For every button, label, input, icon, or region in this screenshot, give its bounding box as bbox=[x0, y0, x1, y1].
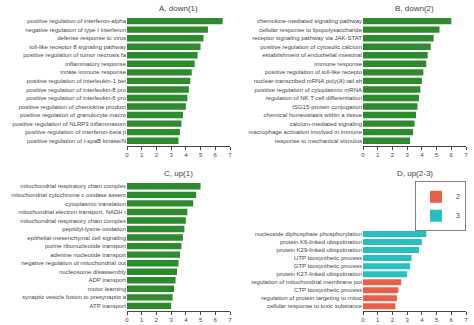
svg-text:3: 3 bbox=[456, 212, 460, 219]
svg-text:5: 5 bbox=[199, 317, 203, 323]
svg-text:positive regulation of interfe: positive regulation of interferon-alpha bbox=[27, 18, 126, 24]
svg-text:macrophage activation involved: macrophage activation involved in immune bbox=[249, 129, 363, 135]
svg-text:peptidyl-lysine oxidation: peptidyl-lysine oxidation bbox=[62, 226, 126, 232]
svg-text:A, down(1): A, down(1) bbox=[159, 4, 198, 13]
svg-text:protein K27-linked ubiquitinat: protein K27-linked ubiquitination bbox=[277, 271, 362, 277]
svg-text:positive regulation of tumor n: positive regulation of tumor necrosis fa bbox=[23, 52, 126, 58]
svg-text:6: 6 bbox=[450, 152, 454, 158]
svg-text:innate immune response: innate immune response bbox=[60, 69, 126, 75]
svg-text:5: 5 bbox=[435, 317, 439, 323]
svg-text:1: 1 bbox=[140, 152, 144, 158]
svg-text:5: 5 bbox=[199, 152, 203, 158]
svg-text:7: 7 bbox=[228, 152, 232, 158]
svg-text:3: 3 bbox=[169, 317, 173, 323]
svg-text:4: 4 bbox=[184, 317, 188, 323]
svg-text:6: 6 bbox=[450, 317, 454, 323]
svg-text:7: 7 bbox=[464, 317, 468, 323]
svg-text:0: 0 bbox=[125, 317, 129, 323]
svg-text:purine ribonucleotide transpor: purine ribonucleotide transport bbox=[45, 243, 126, 249]
svg-text:ISG15-protein conjugation: ISG15-protein conjugation bbox=[292, 104, 362, 110]
svg-text:D, up(2-3): D, up(2-3) bbox=[397, 169, 433, 178]
svg-text:C, up(1): C, up(1) bbox=[164, 169, 193, 178]
svg-text:establishment of endothelial i: establishment of endothelial intestinal bbox=[262, 52, 362, 58]
svg-text:immune response: immune response bbox=[314, 61, 362, 67]
svg-text:3: 3 bbox=[405, 152, 409, 158]
svg-text:2: 2 bbox=[155, 152, 159, 158]
svg-text:positive regulation of cytopla: positive regulation of cytoplasmic mRNA bbox=[255, 87, 362, 93]
svg-text:4: 4 bbox=[184, 152, 188, 158]
svg-text:2: 2 bbox=[456, 193, 460, 200]
svg-text:ATP transport: ATP transport bbox=[90, 303, 127, 309]
svg-text:7: 7 bbox=[228, 317, 232, 323]
svg-text:epithelial-mesenchymal cell si: epithelial-mesenchymal cell signaling bbox=[27, 235, 126, 241]
svg-text:ADP transport: ADP transport bbox=[88, 277, 126, 283]
svg-text:negative regulation of mitocho: negative regulation of mitochondrial out bbox=[21, 260, 126, 266]
svg-text:UTP biosynthetic process: UTP biosynthetic process bbox=[294, 255, 362, 261]
svg-text:GTP biosynthetic process: GTP biosynthetic process bbox=[294, 263, 362, 269]
svg-text:5: 5 bbox=[435, 152, 439, 158]
svg-text:CTP biosynthetic process: CTP biosynthetic process bbox=[294, 287, 362, 293]
svg-text:0: 0 bbox=[361, 152, 365, 158]
svg-text:chemical homeostasis within a: chemical homeostasis within a tissue bbox=[264, 112, 363, 118]
svg-text:7: 7 bbox=[464, 152, 468, 158]
svg-text:1: 1 bbox=[376, 152, 380, 158]
svg-text:positive regulation of I-κpaB: positive regulation of I-κpaB kinase/N bbox=[27, 138, 126, 144]
svg-text:protein K6-linked ubiquitinati: protein K6-linked ubiquitination bbox=[280, 239, 362, 245]
svg-text:chemokine-mediated signaling p: chemokine-mediated signaling pathway bbox=[257, 18, 362, 24]
svg-text:positive regulation of interfe: positive regulation of interferon-beta p bbox=[25, 129, 126, 135]
svg-text:0: 0 bbox=[361, 317, 365, 323]
svg-text:adenine nucleotide transport: adenine nucleotide transport bbox=[50, 252, 126, 258]
svg-text:nuclear-transcribed mRNA poly(: nuclear-transcribed mRNA poly(A) tail sh bbox=[254, 78, 362, 84]
svg-text:regulation of protein targetin: regulation of protein targeting to mitoc bbox=[261, 295, 362, 301]
svg-text:defense response to virus: defense response to virus bbox=[57, 35, 126, 41]
svg-text:receptor signaling pathway via: receptor signaling pathway via JAK-STAT bbox=[252, 35, 362, 41]
svg-text:calcium-mediated signaling: calcium-mediated signaling bbox=[290, 121, 362, 127]
svg-text:positive regulation of cytosol: positive regulation of cytosolic calcium bbox=[260, 44, 362, 50]
svg-text:synaptic vesicle fusion to pre: synaptic vesicle fusion to presynaptic a bbox=[22, 294, 126, 300]
svg-text:cellular response to lipopolys: cellular response to lipopolysaccharide bbox=[259, 27, 363, 33]
svg-text:1: 1 bbox=[140, 317, 144, 323]
svg-text:mitochondrial respiratory chai: mitochondrial respiratory chain complex bbox=[20, 218, 126, 224]
svg-text:nucleoside diphosphate phospho: nucleoside diphosphate phosphorylation bbox=[255, 231, 362, 237]
svg-text:cellular response to toxic sub: cellular response to toxic substance bbox=[267, 303, 363, 309]
svg-text:positive regulation of NLRP3 i: positive regulation of NLRP3 inflammasom bbox=[13, 121, 126, 127]
svg-text:B, down(2): B, down(2) bbox=[395, 4, 434, 13]
svg-text:mitochondrial respiratory chai: mitochondrial respiratory chain complex bbox=[20, 183, 126, 189]
svg-text:positive regulation of chemoki: positive regulation of chemokine product bbox=[19, 104, 127, 110]
svg-text:4: 4 bbox=[420, 317, 424, 323]
svg-text:response to mechanical stimulu: response to mechanical stimulus bbox=[275, 138, 362, 144]
svg-text:negative regulation of type I: negative regulation of type I interferon bbox=[25, 27, 126, 33]
svg-text:regulation of NK T cell differ: regulation of NK T cell differentiation bbox=[266, 95, 362, 101]
svg-text:0: 0 bbox=[125, 152, 129, 158]
svg-text:2: 2 bbox=[391, 317, 395, 323]
svg-text:positive regulation of toll-li: positive regulation of toll-like recepto bbox=[265, 69, 363, 75]
svg-text:4: 4 bbox=[420, 152, 424, 158]
svg-text:positive regulation of interle: positive regulation of interleukin-6 pro bbox=[26, 95, 126, 101]
svg-text:motor learning: motor learning bbox=[88, 286, 126, 292]
svg-text:inflammatory response: inflammatory response bbox=[65, 61, 126, 67]
svg-text:1: 1 bbox=[376, 317, 380, 323]
svg-text:cytoplasmic translation: cytoplasmic translation bbox=[65, 201, 126, 207]
svg-text:6: 6 bbox=[214, 152, 218, 158]
svg-text:positive regulation of interle: positive regulation of interleukin-8 pro bbox=[26, 87, 126, 93]
svg-text:positive regulation of interle: positive regulation of interleukin-1 bet bbox=[27, 78, 127, 84]
svg-text:2: 2 bbox=[391, 152, 395, 158]
svg-text:protein K29-linked ubiquitinat: protein K29-linked ubiquitination bbox=[277, 247, 362, 253]
svg-text:3: 3 bbox=[169, 152, 173, 158]
svg-text:toll-like receptor 8 signaling: toll-like receptor 8 signaling pathway bbox=[29, 44, 126, 50]
svg-text:nucleosome disassembly: nucleosome disassembly bbox=[59, 269, 126, 275]
svg-text:regulation of mitochondrial me: regulation of mitochondrial membrane pot bbox=[251, 279, 362, 285]
svg-text:3: 3 bbox=[405, 317, 409, 323]
svg-text:mitochondrial cytochrome c oxi: mitochondrial cytochrome c oxidase assem bbox=[11, 192, 126, 198]
svg-text:mitochondrial electron transpo: mitochondrial electron transport, NADH t bbox=[18, 209, 126, 215]
svg-text:positive regulation of granulo: positive regulation of granulocyte macro bbox=[20, 112, 127, 118]
svg-text:6: 6 bbox=[214, 317, 218, 323]
svg-text:2: 2 bbox=[155, 317, 159, 323]
